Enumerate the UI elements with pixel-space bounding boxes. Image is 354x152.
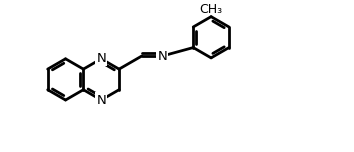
Text: CH₃: CH₃ bbox=[200, 3, 223, 16]
Text: N: N bbox=[96, 93, 106, 107]
Text: N: N bbox=[96, 52, 106, 65]
Text: N: N bbox=[158, 50, 167, 62]
